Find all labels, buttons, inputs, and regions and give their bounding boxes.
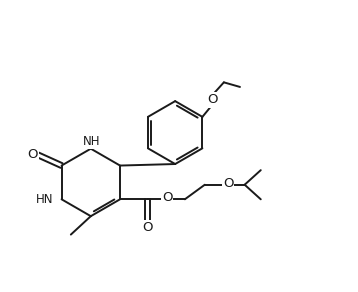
Text: O: O — [207, 93, 218, 107]
Text: NH: NH — [83, 135, 100, 148]
Text: O: O — [223, 177, 233, 190]
Text: O: O — [162, 191, 173, 204]
Text: O: O — [28, 147, 38, 161]
Text: HN: HN — [36, 193, 53, 206]
Text: O: O — [142, 221, 153, 234]
